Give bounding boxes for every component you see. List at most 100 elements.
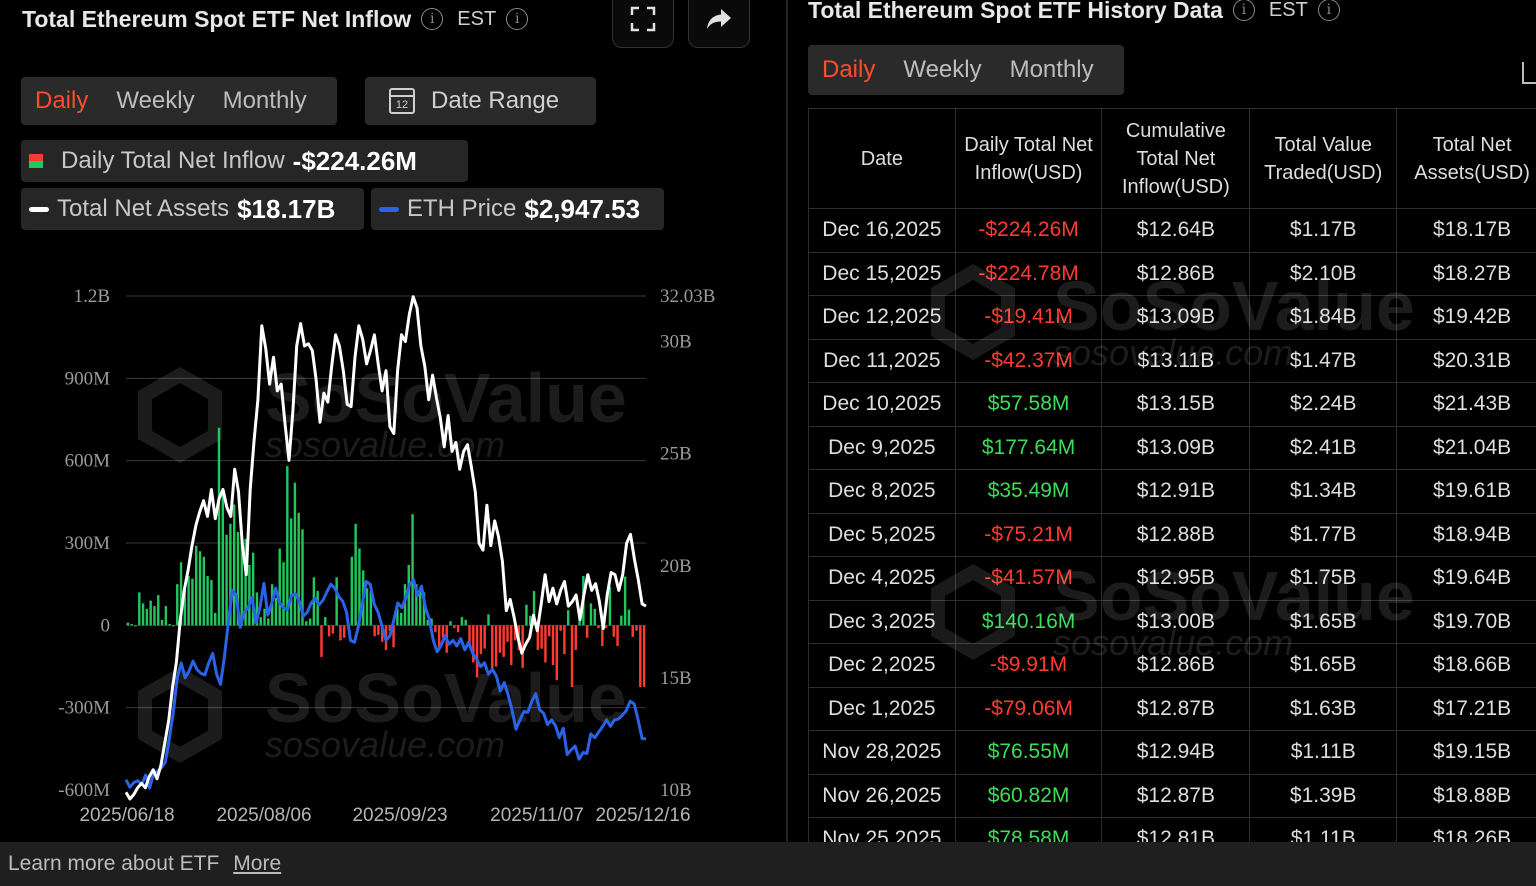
- col-header-cumulative-inflow[interactable]: Cumulative Total Net Inflow(USD): [1101, 108, 1251, 209]
- inflow-bar: [358, 548, 361, 626]
- inflow-bar: [263, 608, 266, 626]
- cell-daily-inflow: -$19.41M: [954, 295, 1103, 340]
- footer-more-link[interactable]: More: [233, 852, 282, 875]
- inflow-bar: [616, 625, 619, 646]
- cell-date: Nov 26,2025: [808, 773, 956, 818]
- inflow-bar: [251, 552, 255, 626]
- inflow-bar: [472, 625, 475, 663]
- cell-value-traded: $1.77B: [1249, 512, 1398, 557]
- fullscreen-button[interactable]: [612, 0, 674, 48]
- legend-assets[interactable]: Total Net Assets $18.17B: [21, 188, 364, 230]
- y-tick-label: 300M: [65, 533, 111, 554]
- table-row[interactable]: Dec 2,2025 -$9.91M $12.86B $1.65B $18.66B: [808, 643, 1536, 688]
- cell-daily-inflow: $35.49M: [954, 469, 1103, 514]
- inflow-bar: [369, 591, 373, 626]
- inflow-bar: [536, 625, 540, 651]
- cell-date: Dec 8,2025: [808, 469, 956, 514]
- table-header-row: Date Daily Total Net Inflow(USD) Cumulat…: [808, 108, 1536, 209]
- inflow-bar: [453, 625, 456, 629]
- table-row[interactable]: Dec 16,2025 -$224.26M $12.64B $1.17B $18.17B: [808, 208, 1536, 253]
- history-tab-daily[interactable]: Daily: [822, 56, 876, 83]
- inflow-bar: [623, 576, 627, 626]
- col-header-value-traded[interactable]: Total Value Traded(USD): [1249, 108, 1398, 209]
- legend-assets-value: $18.17B: [237, 193, 336, 224]
- tab-daily[interactable]: Daily: [35, 87, 89, 114]
- table-row[interactable]: Dec 15,2025 -$224.78M $12.86B $2.10B $18.27B: [808, 251, 1536, 296]
- table-row[interactable]: Dec 9,2025 $177.64M $13.09B $2.41B $21.04B: [808, 425, 1536, 470]
- table-row[interactable]: Dec 10,2025 $57.58M $13.15B $2.24B $21.43B: [808, 382, 1536, 427]
- inflow-bar: [441, 625, 445, 638]
- info-icon[interactable]: i: [421, 8, 444, 30]
- legend-price[interactable]: ETH Price $2,947.53: [371, 188, 664, 230]
- cell-net-assets: $17.21B: [1396, 686, 1536, 731]
- table-row[interactable]: Dec 3,2025 $140.16M $13.00B $1.65B $19.70B: [808, 599, 1536, 644]
- inflow-bar: [202, 556, 206, 626]
- inflow-bar: [267, 618, 270, 626]
- cell-cumulative-inflow: $12.95B: [1101, 556, 1251, 601]
- share-button[interactable]: [688, 0, 750, 48]
- col-header-net-assets[interactable]: Total Net Assets(USD): [1396, 108, 1536, 209]
- inflow-bar: [555, 625, 559, 681]
- inflow-bar: [301, 529, 304, 626]
- legend-inflow-label: Daily Total Net Inflow: [61, 147, 285, 174]
- cell-value-traded: $1.65B: [1249, 599, 1398, 644]
- table-row[interactable]: Nov 25,2025 $78.58M $12.81B $1.11B $18.26B: [808, 817, 1536, 842]
- cell-value-traded: $1.34B: [1249, 469, 1398, 514]
- watermark-domain: sosovalue.com: [265, 424, 505, 465]
- table-row[interactable]: Nov 28,2025 $76.55M $12.94B $1.11B $19.15B: [808, 730, 1536, 775]
- panel-divider: [786, 0, 788, 842]
- inflow-bar: [172, 625, 175, 627]
- table-row[interactable]: Dec 11,2025 -$42.37M $13.11B $1.47B $20.31B: [808, 338, 1536, 383]
- inflow-bar: [149, 600, 152, 626]
- inflow-bar: [160, 619, 164, 626]
- inflow-bar: [407, 564, 410, 626]
- history-timezone-info-icon[interactable]: i: [1317, 0, 1340, 21]
- y-axis-left: 1.2B 900M 600M 300M 0 -300M -600M: [58, 286, 110, 801]
- inflow-bar: [350, 556, 354, 626]
- inflow-bar: [601, 625, 604, 646]
- table-row[interactable]: Dec 1,2025 -$79.06M $12.87B $1.63B $17.21B: [808, 686, 1536, 731]
- tab-weekly[interactable]: Weekly: [116, 87, 195, 114]
- history-info-icon[interactable]: i: [1232, 0, 1255, 21]
- cell-value-traded: $1.39B: [1249, 773, 1398, 818]
- table-row[interactable]: Nov 26,2025 $60.82M $12.87B $1.39B $18.88B: [808, 773, 1536, 818]
- inflow-bar: [388, 625, 392, 631]
- legend-price-value: $2,947.53: [524, 193, 641, 224]
- table-row[interactable]: Dec 4,2025 -$41.57M $12.95B $1.75B $19.64B: [808, 556, 1536, 601]
- table-row[interactable]: Dec 8,2025 $35.49M $12.91B $1.34B $19.61B: [808, 469, 1536, 514]
- cell-daily-inflow: -$224.78M: [954, 251, 1103, 296]
- timezone-info-icon[interactable]: i: [506, 8, 529, 30]
- cell-net-assets: $21.04B: [1396, 425, 1536, 470]
- y2-tick-label: 30B: [660, 332, 692, 353]
- share-icon: [707, 9, 731, 29]
- tab-monthly[interactable]: Monthly: [222, 87, 307, 114]
- cell-date: Dec 12,2025: [808, 295, 956, 340]
- x-tick-label: 2025/06/18: [79, 805, 174, 826]
- cell-value-traded: $2.10B: [1249, 251, 1398, 296]
- col-header-daily-inflow[interactable]: Daily Total Net Inflow(USD): [954, 108, 1103, 209]
- date-range-button[interactable]: 12 Date Range: [365, 77, 596, 125]
- history-tab-weekly[interactable]: Weekly: [903, 56, 982, 83]
- history-tab-monthly[interactable]: Monthly: [1009, 56, 1094, 83]
- inflow-bar: [327, 625, 331, 637]
- inflow-bar: [210, 580, 213, 626]
- cell-value-traded: $2.41B: [1249, 425, 1398, 470]
- table-row[interactable]: Dec 12,2025 -$19.41M $13.09B $1.84B $19.42B: [808, 295, 1536, 340]
- date-range-label: Date Range: [431, 87, 560, 114]
- inflow-bar: [506, 625, 509, 642]
- legend-inflow[interactable]: Daily Total Net Inflow -$224.26M: [21, 140, 468, 182]
- inflow-bar: [236, 532, 240, 626]
- inflow-bar: [365, 588, 369, 626]
- inflow-chart[interactable]: SoSoValuesosovalue.comSoSoValuesosovalue…: [0, 270, 786, 840]
- cell-value-traded: $2.24B: [1249, 382, 1398, 427]
- inflow-bar: [529, 615, 532, 626]
- export-icon[interactable]: [1522, 62, 1536, 84]
- inflow-bar: [597, 625, 600, 629]
- cell-daily-inflow: -$224.26M: [954, 208, 1103, 253]
- table-row[interactable]: Dec 5,2025 -$75.21M $12.88B $1.77B $18.94B: [808, 512, 1536, 557]
- y-tick-label: -600M: [58, 780, 110, 801]
- history-header: Total Ethereum Spot ETF History Data i E…: [808, 0, 1340, 25]
- inflow-bar: [354, 523, 357, 626]
- inflow-bar: [229, 523, 232, 626]
- col-header-date[interactable]: Date: [808, 108, 956, 209]
